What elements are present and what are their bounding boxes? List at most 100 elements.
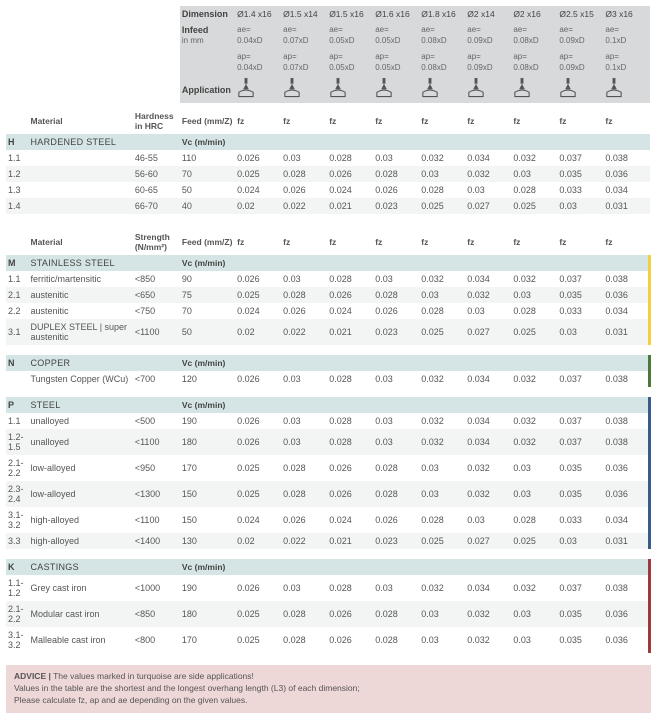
- row-code: 1.4: [6, 198, 29, 214]
- advice-title: ADVICE |: [14, 671, 51, 681]
- dim-8: Ø3 x16: [603, 6, 649, 22]
- row-hardness: <1400: [133, 533, 180, 549]
- fz-label-4: fz: [419, 103, 465, 134]
- fz-label-1: fz: [281, 103, 327, 134]
- row-fz-0: 0.025: [235, 601, 281, 627]
- row-fz-4: 0.03: [419, 166, 465, 182]
- row-fz-3: 0.026: [373, 507, 419, 533]
- row-fz-6: 0.03: [511, 481, 557, 507]
- row-material: austenitic: [29, 287, 133, 303]
- row-fz-2: 0.028: [327, 150, 373, 166]
- row-vc: 90: [180, 271, 235, 287]
- row-hardness: 56-60: [133, 166, 180, 182]
- row-fz-5: 0.032: [465, 601, 511, 627]
- row-hardness: <750: [133, 303, 180, 319]
- row-fz-4: 0.032: [419, 271, 465, 287]
- row-code: 1.2: [6, 166, 29, 182]
- row-fz-6: 0.032: [511, 271, 557, 287]
- row-fz-6: 0.03: [511, 455, 557, 481]
- row-hardness: <1100: [133, 507, 180, 533]
- ap-8: ap=0.1xD: [603, 49, 649, 76]
- row-fz-4: 0.032: [419, 429, 465, 455]
- row-hardness: <950: [133, 455, 180, 481]
- mill-icon: [329, 78, 347, 98]
- row-fz-2: 0.026: [327, 287, 373, 303]
- row-fz-5: 0.034: [465, 575, 511, 601]
- row-fz-0: 0.024: [235, 507, 281, 533]
- feed-col-label2: Feed (mm/Z): [180, 224, 235, 255]
- row-fz-3: 0.023: [373, 319, 419, 345]
- hardness-col-label: Hardness in HRC: [133, 103, 180, 134]
- row-fz-7: 0.037: [557, 429, 603, 455]
- vc-label-N: Vc (m/min): [180, 355, 235, 371]
- fz-label-m1: fz: [281, 224, 327, 255]
- row-vc: 180: [180, 601, 235, 627]
- row-fz-7: 0.035: [557, 627, 603, 653]
- row-fz-0: 0.02: [235, 198, 281, 214]
- mill-icon: [375, 78, 393, 98]
- row-material: Malleable cast iron: [29, 627, 133, 653]
- ap-2: ap=0.05xD: [327, 49, 373, 76]
- row-vc: 75: [180, 287, 235, 303]
- row-fz-3: 0.026: [373, 182, 419, 198]
- mill-icon: [421, 78, 439, 98]
- row-fz-1: 0.03: [281, 150, 327, 166]
- row-fz-2: 0.024: [327, 182, 373, 198]
- dim-7: Ø2.5 x15: [557, 6, 603, 22]
- app-icon-7: [557, 76, 603, 103]
- row-fz-4: 0.032: [419, 371, 465, 387]
- row-fz-2: 0.021: [327, 533, 373, 549]
- row-hardness: <850: [133, 601, 180, 627]
- row-fz-1: 0.03: [281, 271, 327, 287]
- section-code-N: N: [6, 355, 29, 371]
- row-fz-5: 0.032: [465, 287, 511, 303]
- material-col-label: Material: [29, 103, 133, 134]
- row-fz-3: 0.03: [373, 413, 419, 429]
- fz-label-m5: fz: [465, 224, 511, 255]
- row-fz-4: 0.028: [419, 182, 465, 198]
- dim-4: Ø1.8 x16: [419, 6, 465, 22]
- row-fz-1: 0.03: [281, 429, 327, 455]
- row-fz-3: 0.03: [373, 371, 419, 387]
- row-fz-1: 0.026: [281, 303, 327, 319]
- mill-icon: [467, 78, 485, 98]
- row-fz-0: 0.024: [235, 303, 281, 319]
- row-fz-7: 0.037: [557, 150, 603, 166]
- row-fz-6: 0.025: [511, 319, 557, 345]
- vc-label-H: Vc (m/min): [180, 134, 235, 150]
- row-fz-4: 0.028: [419, 507, 465, 533]
- row-code: 3.3: [6, 533, 29, 549]
- row-code: 2.1-2.2: [6, 601, 29, 627]
- mill-icon: [605, 78, 623, 98]
- row-fz-3: 0.028: [373, 166, 419, 182]
- row-fz-5: 0.034: [465, 150, 511, 166]
- row-material: Grey cast iron: [29, 575, 133, 601]
- row-fz-8: 0.036: [603, 287, 649, 303]
- row-fz-1: 0.022: [281, 198, 327, 214]
- row-fz-8: 0.031: [603, 198, 649, 214]
- row-fz-3: 0.028: [373, 601, 419, 627]
- row-fz-7: 0.033: [557, 507, 603, 533]
- application-label: Application: [180, 76, 235, 103]
- row-fz-1: 0.03: [281, 371, 327, 387]
- row-fz-2: 0.026: [327, 601, 373, 627]
- material-col-label2: Material: [29, 224, 133, 255]
- row-material: unalloyed: [29, 429, 133, 455]
- section-code-K: K: [6, 559, 29, 575]
- row-fz-8: 0.038: [603, 413, 649, 429]
- mill-icon: [237, 78, 255, 98]
- advice-l2: Values in the table are the shortest and…: [14, 683, 360, 693]
- fz-label-6: fz: [511, 103, 557, 134]
- row-fz-1: 0.028: [281, 455, 327, 481]
- row-fz-5: 0.032: [465, 166, 511, 182]
- row-hardness: <800: [133, 627, 180, 653]
- row-fz-3: 0.028: [373, 481, 419, 507]
- ae-4: ae=0.08xD: [419, 22, 465, 49]
- row-hardness: <1000: [133, 575, 180, 601]
- row-code: [6, 371, 29, 387]
- row-fz-3: 0.028: [373, 455, 419, 481]
- vc-label-P: Vc (m/min): [180, 397, 235, 413]
- ae-7: ae=0.09xD: [557, 22, 603, 49]
- row-fz-2: 0.028: [327, 429, 373, 455]
- row-fz-0: 0.025: [235, 481, 281, 507]
